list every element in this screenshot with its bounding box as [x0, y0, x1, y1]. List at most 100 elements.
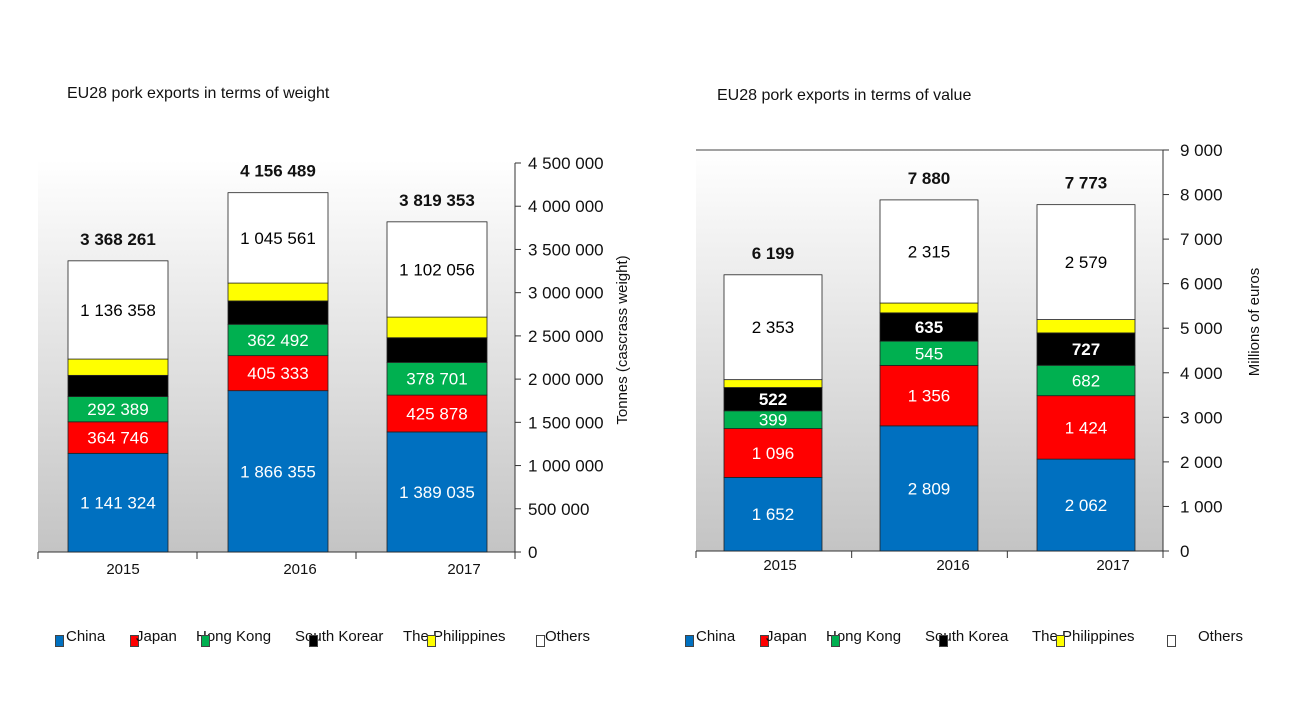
y-tick-label: 7 000 [1180, 230, 1223, 249]
total-label: 6 199 [752, 244, 795, 263]
data-label: 635 [915, 318, 943, 337]
bar-segment-the-philippines [386, 316, 488, 339]
bar-segment-japan [1036, 395, 1136, 460]
bar-segment-others [67, 260, 169, 360]
bar-segment-hong-kong [879, 340, 979, 366]
bar-segment-others [227, 192, 329, 284]
legend-swatch [55, 635, 64, 647]
bar-segment-japan [227, 355, 329, 392]
y-tick-label: 5 000 [1180, 319, 1223, 338]
data-label: 2 315 [908, 242, 951, 261]
total-label: 3 368 261 [80, 230, 156, 249]
bar-segment-others [1036, 204, 1136, 320]
weight-chart-title: EU28 pork exports in terms of weight [67, 85, 330, 102]
y-tick-label: 1 500 000 [528, 413, 604, 432]
data-label: 362 492 [247, 331, 308, 350]
weight-legend: China Japan Hong Kong South Korear The P… [40, 628, 680, 648]
legend-swatch [130, 635, 139, 647]
x-tick-label: 2016 [283, 561, 316, 578]
bar-segment-china [386, 431, 488, 553]
data-label: 405 333 [247, 364, 308, 383]
data-label: 727 [1072, 340, 1100, 359]
legend-swatch [1167, 635, 1176, 647]
bar-segment-hong-kong [227, 323, 329, 357]
data-label: 1 136 358 [80, 301, 156, 320]
bar-segment-others [386, 221, 488, 318]
y-tick-label: 2 000 000 [528, 370, 604, 389]
data-label: 1 141 324 [80, 494, 156, 513]
data-label: 1 389 035 [399, 483, 475, 502]
y-tick-label: 0 [528, 543, 537, 562]
bar-segment-hong-kong [1036, 364, 1136, 397]
legend-swatch [939, 635, 948, 647]
bar-segment-south-korear [67, 374, 169, 397]
x-tick-label: 2016 [936, 557, 969, 574]
y-tick-label: 0 [1180, 542, 1189, 561]
legend-swatch [760, 635, 769, 647]
data-label: 2 809 [908, 479, 951, 498]
data-label: 425 878 [406, 405, 467, 424]
total-label: 7 880 [908, 169, 951, 188]
data-label: 1 866 355 [240, 462, 316, 481]
y-tick-label: 1 000 [1180, 497, 1223, 516]
data-label: 1 424 [1065, 418, 1108, 437]
bar-segment-the-philippines [67, 358, 169, 376]
x-tick-label: 2015 [763, 557, 796, 574]
data-label: 682 [1072, 371, 1100, 390]
bar-segment-japan [879, 365, 979, 427]
legend-swatch [1056, 635, 1065, 647]
y-axis-label: Millions of euros [1246, 268, 1263, 376]
y-tick-label: 2 500 000 [528, 327, 604, 346]
legend-swatch [831, 635, 840, 647]
data-label: 1 096 [752, 444, 795, 463]
bar-segment-the-philippines [723, 379, 823, 388]
data-label: 2 062 [1065, 496, 1108, 515]
y-tick-label: 500 000 [528, 500, 589, 519]
total-label: 4 156 489 [240, 162, 316, 181]
bar-segment-the-philippines [879, 302, 979, 314]
data-label: 364 746 [87, 429, 148, 448]
data-label: 1 045 561 [240, 229, 316, 248]
y-tick-label: 9 000 [1180, 141, 1223, 160]
y-tick-label: 4 000 000 [528, 197, 604, 216]
data-label: 545 [915, 344, 943, 363]
y-tick-label: 1 000 000 [528, 457, 604, 476]
bar-segment-south-korea [879, 312, 979, 342]
legend-swatch [536, 635, 545, 647]
bar-segment-hong-kong [67, 396, 169, 423]
total-label: 3 819 353 [399, 191, 475, 210]
data-label: 292 389 [87, 400, 148, 419]
legend-swatch [309, 635, 318, 647]
data-label: 2 579 [1065, 253, 1108, 272]
data-label: 1 356 [908, 387, 951, 406]
bar-segment-the-philippines [1036, 319, 1136, 334]
data-label: 1 102 056 [399, 260, 475, 279]
data-label: 522 [759, 390, 787, 409]
data-label: 2 353 [752, 318, 795, 337]
y-tick-label: 3 500 000 [528, 240, 604, 259]
x-tick-label: 2015 [106, 561, 139, 578]
y-tick-label: 6 000 [1180, 275, 1223, 294]
bar-segment-hong-kong [386, 361, 488, 396]
bar-segment-china [1036, 458, 1136, 552]
data-label: 378 701 [406, 370, 467, 389]
y-tick-label: 3 000 000 [528, 284, 604, 303]
y-tick-label: 3 000 [1180, 408, 1223, 427]
value-chart-title: EU28 pork exports in terms of value [717, 87, 972, 104]
bar-segment-others [723, 274, 823, 381]
bar-segment-china [879, 425, 979, 552]
bar-segment-others [879, 199, 979, 304]
bar-segment-china [227, 390, 329, 553]
y-tick-label: 4 000 [1180, 364, 1223, 383]
total-label: 7 773 [1065, 174, 1108, 193]
bar-segment-the-philippines [227, 282, 329, 302]
legend-swatch [201, 635, 210, 647]
legend-swatch [427, 635, 436, 647]
value-legend: China Japan Hong Kong South Korea The Ph… [670, 628, 1294, 648]
x-tick-label: 2017 [1096, 557, 1129, 574]
data-label: 1 652 [752, 505, 795, 524]
legend-swatch [685, 635, 694, 647]
bar-segment-south-korea [1036, 332, 1136, 366]
